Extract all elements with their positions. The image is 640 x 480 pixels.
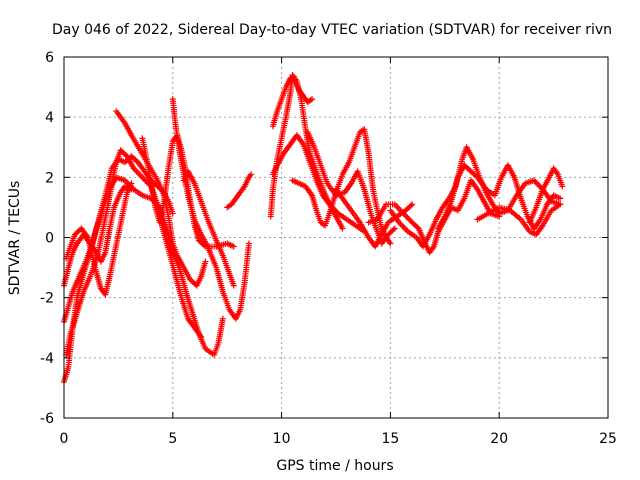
data-point-sat-n (387, 240, 394, 247)
data-point-sat-j (248, 171, 255, 178)
data-point-sat-i (230, 282, 237, 289)
data-point-sat-f (202, 258, 209, 265)
x-tick-label: 15 (381, 431, 399, 447)
y-tick-label: 6 (45, 50, 54, 66)
x-tick-label: 10 (273, 431, 291, 447)
y-tick-label: -6 (40, 411, 54, 427)
grid-lines (64, 57, 608, 418)
x-axis-label: GPS time / hours (276, 458, 393, 474)
data-point-sat-q (414, 224, 421, 231)
y-tick-label: -4 (40, 351, 54, 367)
y-tick-labels: -6 -4 -2 0 2 4 6 (40, 50, 54, 427)
data-point-sat-l (309, 96, 316, 103)
data-point-sat-e (128, 180, 135, 187)
x-tick-label: 20 (490, 431, 508, 447)
data-point-sat-s (557, 195, 564, 202)
data-point-sat-b (198, 333, 205, 340)
data-point-sat-g (230, 243, 237, 250)
data-point-sat-t (557, 201, 564, 208)
data-points (61, 72, 566, 385)
data-point-sat-c (169, 210, 176, 217)
x-tick-label: 5 (168, 431, 177, 447)
data-point-sat-o (390, 226, 397, 233)
data-point-sat-p (409, 201, 416, 208)
data-point-sat-k (339, 225, 346, 232)
data-point-sat-h (245, 240, 252, 247)
y-tick-label: 0 (45, 231, 54, 247)
x-tick-label: 25 (599, 431, 617, 447)
y-tick-label: 2 (45, 170, 54, 186)
chart-title: Day 046 of 2022, Sidereal Day-to-day VTE… (52, 22, 612, 38)
data-point-sat-a (219, 315, 226, 322)
x-tick-labels: 0 5 10 15 20 25 (60, 431, 617, 447)
y-tick-label: 4 (45, 110, 54, 126)
data-point-sat-u (559, 183, 566, 190)
y-tick-label: -2 (40, 291, 54, 307)
y-axis-label: SDTVAR / TECUs (7, 181, 23, 296)
x-tick-label: 0 (60, 431, 69, 447)
data-point-sat-p (407, 202, 414, 209)
data-point-sat-o (391, 225, 398, 232)
axis-ticks (63, 56, 609, 419)
